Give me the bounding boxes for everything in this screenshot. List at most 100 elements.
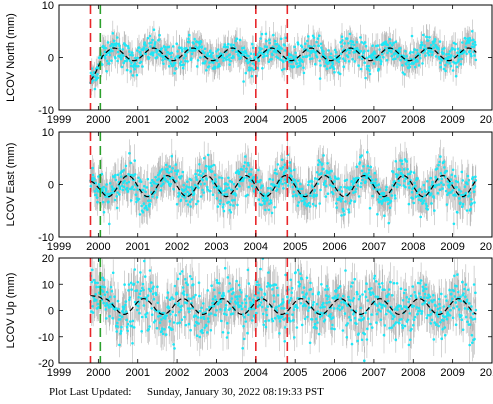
data-point <box>284 36 287 40</box>
data-point <box>178 321 181 325</box>
data-point <box>457 298 461 302</box>
data-point <box>314 317 318 321</box>
data-point <box>187 322 191 326</box>
data-point <box>310 57 314 60</box>
data-point <box>448 50 452 53</box>
data-point <box>127 289 130 292</box>
data-point <box>190 277 194 281</box>
data-point <box>100 299 104 302</box>
data-point <box>283 49 287 52</box>
data-point <box>289 296 293 300</box>
data-point <box>251 62 255 65</box>
data-point <box>308 205 312 208</box>
data-point <box>352 181 356 185</box>
data-point <box>363 41 367 44</box>
data-point <box>166 167 169 171</box>
data-point <box>251 319 254 322</box>
data-point <box>248 297 251 300</box>
data-point <box>242 337 246 341</box>
data-point <box>199 316 203 319</box>
data-point <box>430 202 433 205</box>
data-point <box>374 178 378 181</box>
data-point <box>217 282 221 285</box>
data-point <box>352 297 356 300</box>
data-point <box>386 43 390 47</box>
data-point <box>291 185 294 189</box>
data-point <box>377 308 381 312</box>
data-point <box>268 38 271 42</box>
data-point <box>140 204 143 208</box>
data-point <box>394 57 397 61</box>
data-point <box>136 304 140 308</box>
data-point <box>189 205 192 208</box>
footer-timestamp: Sunday, January 30, 2022 08:19:33 PST <box>147 386 324 398</box>
data-point <box>227 186 231 190</box>
data-point <box>333 180 336 183</box>
data-point <box>270 57 273 61</box>
data-point <box>219 308 222 311</box>
data-point <box>137 46 141 49</box>
data-point <box>311 202 315 206</box>
data-point <box>419 295 423 299</box>
data-point <box>263 293 267 296</box>
data-point <box>177 302 181 305</box>
data-point <box>180 318 184 322</box>
data-point <box>97 183 101 186</box>
data-point <box>317 332 321 336</box>
data-point <box>301 60 304 63</box>
data-point <box>389 280 392 284</box>
data-point <box>228 282 231 285</box>
data-point <box>271 319 275 323</box>
data-point <box>377 198 380 201</box>
data-point <box>145 206 148 209</box>
data-point <box>298 61 301 65</box>
data-point <box>210 55 213 59</box>
data-point <box>370 313 374 316</box>
data-point <box>408 338 412 342</box>
data-point <box>312 193 316 197</box>
data-point <box>403 179 406 183</box>
data-point <box>252 300 255 304</box>
data-point <box>391 317 395 321</box>
data-point <box>279 177 283 180</box>
data-point <box>360 41 364 44</box>
data-point <box>440 177 444 181</box>
data-point <box>333 48 337 52</box>
data-point <box>225 193 229 196</box>
data-point <box>150 41 153 44</box>
data-point <box>317 163 320 166</box>
data-point <box>160 330 164 333</box>
x-tick-label: 2009 <box>440 241 464 253</box>
data-point <box>188 46 192 50</box>
data-point <box>335 296 339 300</box>
data-point <box>330 56 333 59</box>
data-point <box>126 322 130 326</box>
x-tick-label: 2005 <box>283 114 307 126</box>
x-tick-label: 2002 <box>165 114 189 126</box>
data-point <box>244 320 248 323</box>
data-point <box>383 324 387 327</box>
data-point <box>123 283 126 286</box>
data-point <box>416 60 419 63</box>
data-point <box>317 44 321 48</box>
data-point <box>329 313 332 316</box>
data-point <box>267 60 271 64</box>
data-point <box>408 186 411 189</box>
data-point <box>249 52 253 55</box>
data-point <box>442 51 445 55</box>
data-point <box>165 296 169 300</box>
data-point <box>186 60 189 63</box>
data-point <box>170 170 173 173</box>
data-point <box>424 190 427 194</box>
data-point <box>118 47 122 50</box>
x-tick-label: 2006 <box>322 114 346 126</box>
data-point <box>374 280 378 283</box>
data-point <box>405 296 409 299</box>
data-point <box>298 187 301 191</box>
data-point <box>360 169 364 173</box>
data-point <box>131 74 135 77</box>
data-point <box>164 163 168 167</box>
data-point <box>257 168 260 172</box>
data-point <box>376 44 380 47</box>
data-point <box>215 279 219 282</box>
